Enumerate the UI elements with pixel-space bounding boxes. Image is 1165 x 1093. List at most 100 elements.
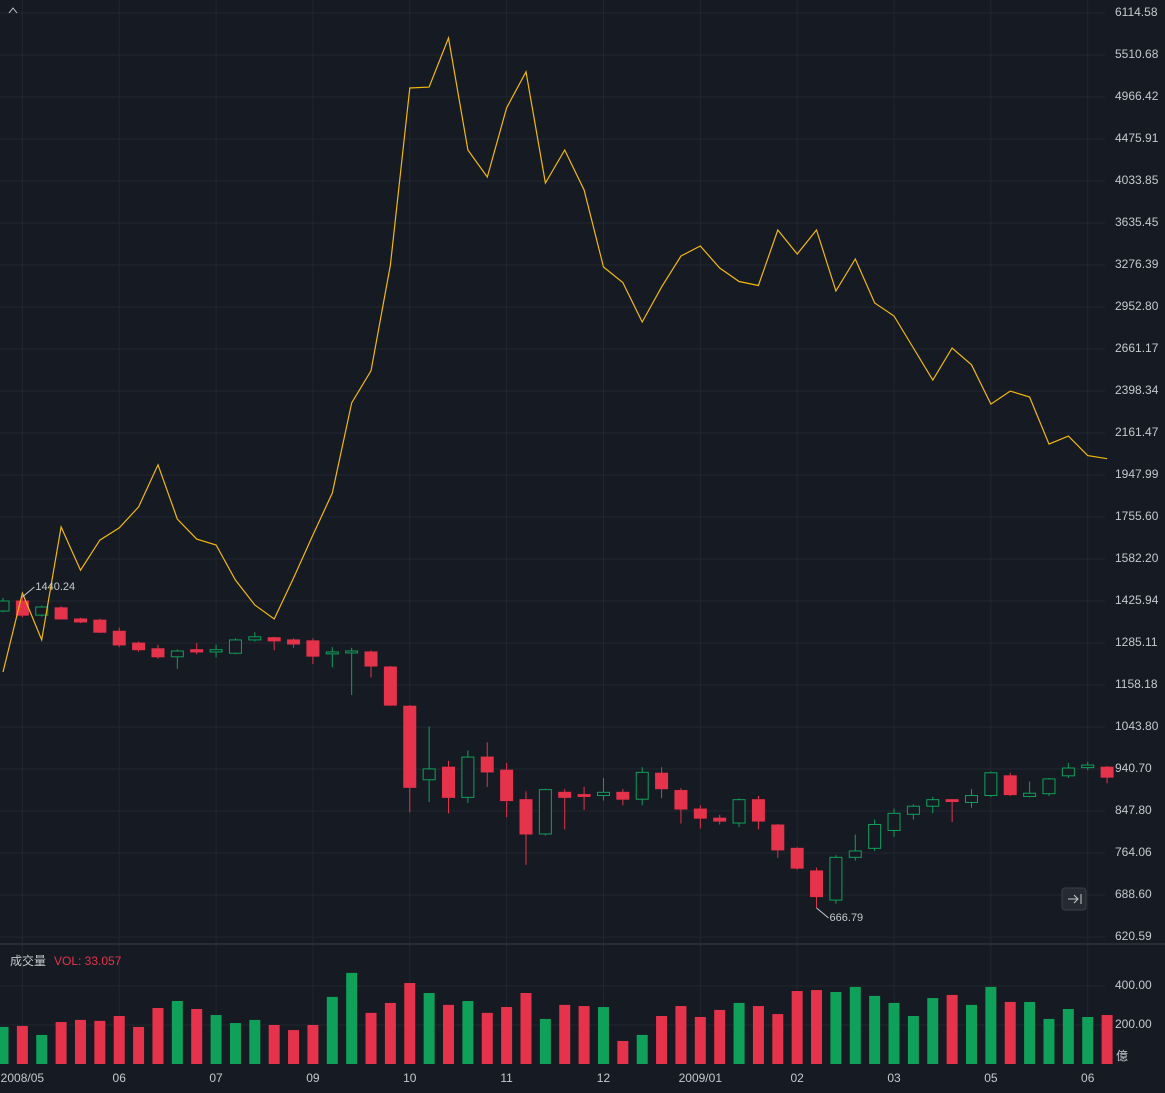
volume-bar <box>365 1012 377 1064</box>
volume-bar <box>966 1004 977 1064</box>
x-tick-label: 11 <box>500 1071 513 1085</box>
candle-body <box>287 639 301 645</box>
volume-bar <box>772 1014 784 1064</box>
candle-body <box>209 649 223 653</box>
y-tick-label: 764.06 <box>1115 845 1152 859</box>
x-tick-label: 09 <box>306 1071 320 1085</box>
candle-body <box>674 790 688 810</box>
volume-bar <box>752 1006 764 1064</box>
y-tick-label: 2952.80 <box>1115 299 1159 313</box>
volume-bar <box>288 1030 300 1064</box>
volume-bar <box>384 1002 396 1064</box>
volume-bar <box>462 1000 474 1064</box>
volume-bar <box>946 994 958 1064</box>
candle-body <box>945 799 959 803</box>
candle-body <box>616 791 630 800</box>
volume-bar <box>307 1024 319 1064</box>
candle-body <box>190 649 204 653</box>
candle-body <box>54 607 68 620</box>
volume-bar <box>113 1016 125 1064</box>
volume-bar <box>346 972 358 1064</box>
y-tick-label: 2398.34 <box>1115 383 1159 397</box>
candle-body <box>1042 778 1056 795</box>
candle-body <box>655 772 669 790</box>
candle-body <box>267 637 281 642</box>
candle-body <box>926 799 940 807</box>
y-tick-label: 620.59 <box>1115 929 1152 943</box>
y-tick-label: 6114.58 <box>1115 5 1158 19</box>
volume-bar <box>404 983 416 1064</box>
volume-bar <box>636 1034 648 1064</box>
candle-body <box>73 618 87 623</box>
volume-bar <box>1101 1015 1113 1064</box>
volume-bar <box>0 1026 9 1064</box>
volume-bar <box>888 1002 900 1064</box>
volume-bar <box>539 1018 551 1064</box>
candle-body <box>771 824 785 851</box>
volume-bar <box>133 1026 145 1064</box>
candle-body <box>519 799 533 835</box>
volume-bar <box>1024 1001 1036 1064</box>
y-tick-label: 847.80 <box>1115 803 1152 817</box>
volume-bar <box>694 1016 706 1064</box>
candle-body <box>480 756 494 773</box>
volume-bar <box>326 996 338 1064</box>
candle-body <box>848 850 862 858</box>
y-tick-label: 4475.91 <box>1115 131 1159 145</box>
candle-body <box>132 642 146 651</box>
volume-bar <box>249 1019 261 1064</box>
volume-bar <box>985 986 997 1064</box>
candle-body <box>500 769 514 802</box>
y-tick-label: 1285.11 <box>1115 635 1158 649</box>
collapse-icon[interactable] <box>8 7 18 14</box>
volume-bar <box>94 1020 106 1064</box>
volume-bar <box>675 1006 687 1064</box>
candle-body <box>1081 764 1095 769</box>
y-tick-label: 688.60 <box>1115 887 1152 901</box>
volume-bar <box>733 1002 745 1064</box>
volume-bar <box>443 1004 455 1064</box>
volume-bar <box>869 995 881 1064</box>
candle-body <box>810 870 824 898</box>
candle-body <box>1003 775 1017 796</box>
candle-body <box>325 651 339 655</box>
candle-body <box>751 799 765 822</box>
scroll-to-end-button[interactable] <box>1061 887 1087 911</box>
y-tick-label: 1947.99 <box>1115 467 1159 481</box>
volume-bar <box>927 998 939 1064</box>
candle-body <box>732 799 746 824</box>
y-tick-label: 4033.85 <box>1115 173 1159 187</box>
candle-body <box>1023 792 1037 797</box>
candle-body <box>538 789 552 835</box>
grid <box>0 0 1105 1064</box>
volume-bar <box>791 991 803 1064</box>
candle-body <box>790 847 804 869</box>
candle-body <box>596 791 610 797</box>
candle-body <box>35 606 49 616</box>
max-marker-line <box>22 586 35 598</box>
volume-bar <box>55 1022 67 1064</box>
x-tick-label: 2009/01 <box>679 1071 723 1085</box>
candle-body <box>635 771 649 800</box>
candle-body <box>0 600 10 612</box>
candle-body <box>1100 766 1114 778</box>
y-tick-label: 1425.94 <box>1115 593 1159 607</box>
candle-body <box>713 817 727 822</box>
volume-bar <box>268 1024 280 1064</box>
candle-body <box>442 766 456 798</box>
volume-bar <box>1043 1018 1055 1064</box>
x-tick-label: 06 <box>1081 1071 1095 1085</box>
volume-bar <box>714 1009 726 1064</box>
candle-body <box>364 651 378 667</box>
y-tick-label: 2661.17 <box>1115 341 1159 355</box>
x-tick-label: 05 <box>984 1071 998 1085</box>
volume-unit: 億 <box>1116 1049 1128 1063</box>
volume-bar <box>229 1023 241 1064</box>
volume-bar <box>1004 1001 1016 1064</box>
y-tick-label: 3276.39 <box>1115 257 1159 271</box>
volume-bar <box>171 1000 183 1064</box>
volume-bar <box>210 1015 222 1064</box>
x-tick-label: 07 <box>209 1071 223 1085</box>
